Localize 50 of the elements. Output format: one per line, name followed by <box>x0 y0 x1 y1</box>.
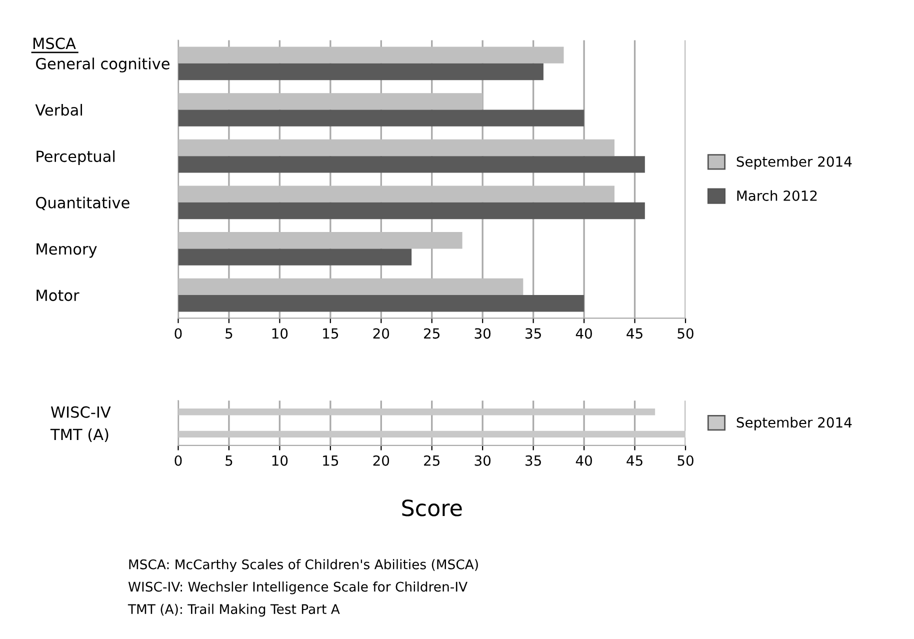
y-tick-label: Memory <box>36 243 97 258</box>
x-tick-label: 5 <box>226 328 232 339</box>
bar <box>178 63 544 80</box>
x-tick-label: 10 <box>272 328 288 339</box>
x-tick-label: 20 <box>373 455 390 466</box>
x-tick-label: 30 <box>474 328 491 339</box>
x-axis-title: Score <box>402 499 462 516</box>
bar <box>178 93 483 110</box>
y-tick-label: General cognitive <box>36 58 170 72</box>
legend-label: September 2014 <box>736 416 852 430</box>
y-tick-label: Verbal <box>35 104 82 116</box>
x-tick-label: 50 <box>678 455 694 466</box>
bar <box>178 156 645 173</box>
bar <box>178 232 462 249</box>
x-tick-label: 25 <box>424 455 440 466</box>
bar <box>178 139 614 156</box>
x-tick-label: 35 <box>526 328 541 339</box>
x-tick-label: 0 <box>174 328 182 339</box>
x-tick-label: 5 <box>226 456 232 466</box>
x-tick-label: 10 <box>272 455 288 466</box>
text: MSCA <box>33 38 76 50</box>
x-tick-label: 20 <box>373 328 390 339</box>
x-tick-label: 15 <box>323 328 338 339</box>
x-tick-label: 25 <box>424 328 440 339</box>
x-tick-label: 15 <box>323 456 338 466</box>
x-tick-label: 0 <box>174 455 182 466</box>
x-tick-label: 35 <box>526 455 541 466</box>
x-tick-label: 45 <box>626 456 642 466</box>
x-tick-label: 40 <box>576 328 592 339</box>
bar <box>178 186 614 202</box>
y-tick-label: Perceptual <box>36 150 115 166</box>
y-tick-label: TMT (A) <box>50 428 108 442</box>
y-tick-label: Motor <box>36 290 80 302</box>
x-tick-label: 40 <box>576 455 592 466</box>
text: MSCA: McCarthy Scales of Children's Abilities (MSCA) <box>129 559 478 572</box>
y-tick-label: Quantitative <box>36 196 130 210</box>
x-tick-label: 50 <box>678 328 694 339</box>
bar <box>178 295 584 312</box>
bar <box>178 202 645 220</box>
bar <box>178 278 524 296</box>
legend-label: March 2012 <box>737 190 817 201</box>
legend-label: September 2014 <box>736 156 852 170</box>
text: WISC-IV: Wechsler Intelligence Scale for Children-IV <box>128 581 468 594</box>
bar <box>178 248 412 266</box>
bar <box>178 110 584 126</box>
x-tick-label: 45 <box>626 328 642 339</box>
y-tick-label: WISC-IV <box>50 406 111 418</box>
x-tick-label: 30 <box>474 455 491 466</box>
bar <box>178 46 564 64</box>
text: TMT (A): Trail Making Test Part A <box>128 604 340 617</box>
